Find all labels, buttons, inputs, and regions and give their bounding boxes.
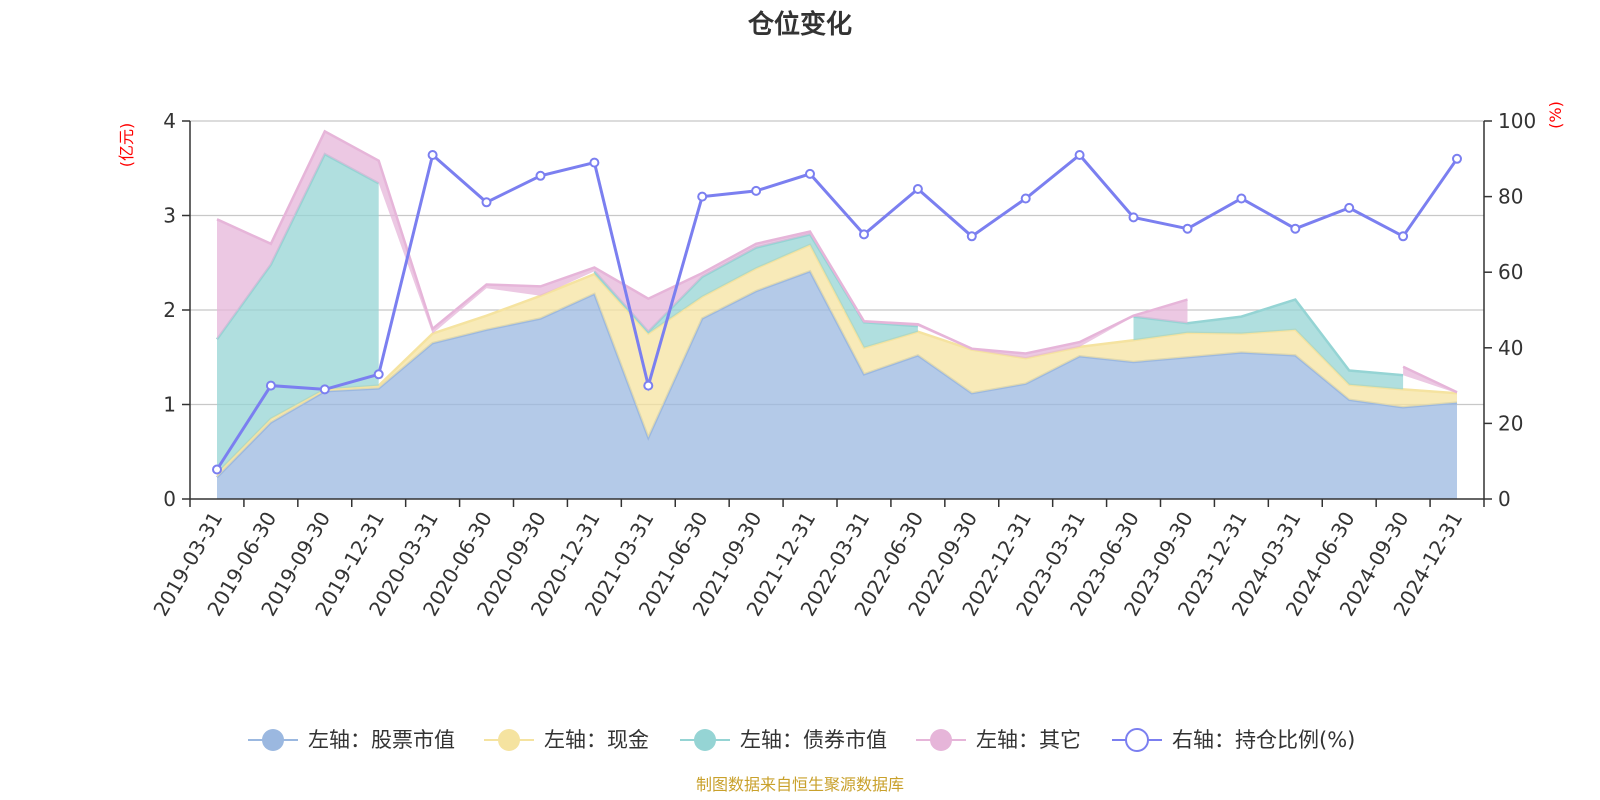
area-edge-4	[216, 129, 1188, 355]
ratio-point	[1398, 231, 1409, 242]
stacked-areas	[215, 129, 1458, 499]
ratio-point	[912, 184, 923, 194]
right-tick-label: 20	[1498, 411, 1523, 435]
legend: 左轴：股票市值 左轴：现金 左轴：债券市值 左轴：其它 右轴：持仓比例(%)	[248, 728, 1355, 752]
left-tick-label: 4	[163, 109, 176, 133]
ratio-point	[427, 150, 438, 160]
right-tick-label: 40	[1498, 336, 1523, 360]
right-tick-label: 80	[1498, 185, 1523, 209]
ratio-point	[859, 229, 869, 240]
area-3	[594, 234, 918, 348]
ratio-line-path	[215, 152, 1459, 471]
left-tick-label: 3	[163, 204, 176, 228]
ratio-point	[966, 231, 977, 242]
legend-item: 右轴：持仓比例(%)	[1112, 728, 1355, 752]
legend-item: 左轴：债券市值	[680, 728, 887, 752]
legend-item: 左轴：股票市值	[248, 728, 455, 752]
ratio-point	[373, 369, 384, 380]
area-3	[217, 154, 379, 474]
legend-label: 左轴：其它	[976, 728, 1081, 752]
left-tick-label: 1	[163, 393, 176, 417]
ratio-point	[805, 168, 815, 179]
ratio-point	[1452, 153, 1462, 164]
ratio-point	[1128, 212, 1139, 223]
right-tick-label: 0	[1498, 487, 1511, 511]
legend-item: 左轴：其它	[916, 728, 1081, 752]
legend-label: 左轴：股票市值	[308, 728, 455, 752]
legend-label: 右轴：持仓比例(%)	[1172, 728, 1355, 752]
ratio-point	[212, 464, 222, 475]
ratio-point	[265, 380, 276, 391]
ratio-point	[481, 197, 492, 208]
left-axis-unit: (亿元)	[117, 123, 136, 168]
legend-label: 左轴：债券市值	[740, 728, 887, 752]
ratio-point	[1290, 223, 1301, 234]
legend-marker	[694, 729, 716, 751]
ratio-point	[643, 380, 654, 391]
ratio-point	[1236, 193, 1247, 204]
ratio-point	[535, 170, 546, 181]
left-tick-label: 2	[163, 298, 176, 322]
ratio-point	[1074, 150, 1085, 160]
area-2	[217, 244, 1457, 478]
ratio-point	[697, 191, 708, 202]
right-tick-label: 100	[1498, 109, 1536, 133]
legend-label: 左轴：现金	[544, 728, 649, 752]
legend-item: 左轴：现金	[484, 728, 649, 752]
area-edge-4	[1402, 365, 1458, 394]
right-axis-unit: (%)	[1546, 101, 1565, 129]
ratio-point	[1182, 223, 1193, 234]
area-1	[217, 271, 1457, 499]
right-tick-label: 60	[1498, 260, 1523, 284]
legend-marker	[930, 729, 952, 751]
ratio-point	[589, 157, 600, 168]
ratio-line	[212, 150, 1462, 475]
legend-marker	[1125, 728, 1149, 752]
legend-marker	[262, 729, 284, 751]
ratio-point	[1020, 193, 1031, 204]
left-tick-label: 0	[163, 487, 176, 511]
ratio-point	[751, 185, 762, 196]
legend-marker	[498, 729, 520, 751]
chart-title: 仓位变化	[747, 9, 852, 40]
source-note: 制图数据来自恒生聚源数据库	[696, 775, 904, 794]
ratio-point	[319, 384, 330, 395]
ratio-point	[1344, 202, 1355, 213]
